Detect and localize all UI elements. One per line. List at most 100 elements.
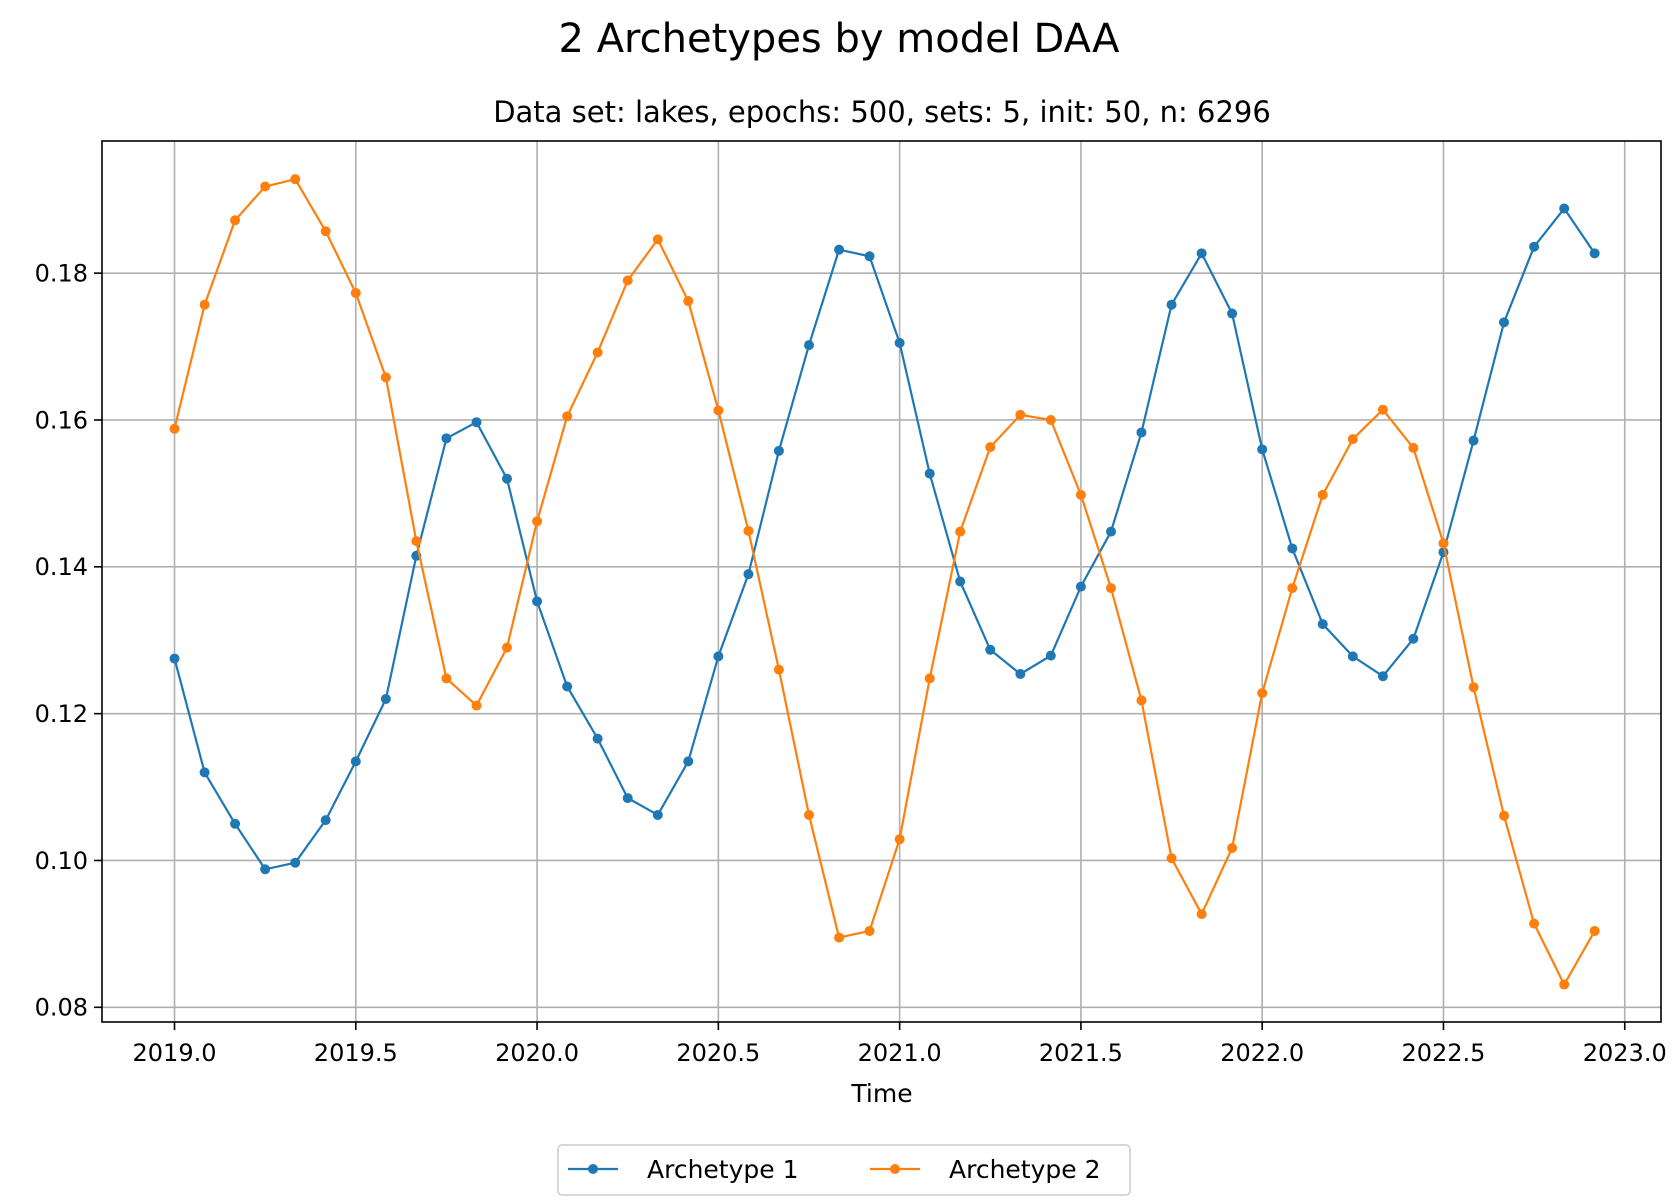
data-point <box>350 287 361 298</box>
x-tick-label: 2021.0 <box>858 1039 942 1067</box>
data-point <box>1529 241 1540 252</box>
data-point <box>592 733 603 744</box>
data-point <box>773 664 784 675</box>
x-tick-label: 2019.5 <box>314 1039 398 1067</box>
data-point <box>260 181 271 192</box>
legend-label: Archetype 2 <box>949 1155 1101 1184</box>
data-point <box>1438 538 1449 549</box>
x-tick-label: 2022.5 <box>1401 1039 1485 1067</box>
data-point <box>1317 619 1328 630</box>
data-point <box>320 226 331 237</box>
data-point <box>834 244 845 255</box>
data-point <box>1045 650 1056 661</box>
data-point <box>320 815 331 826</box>
data-point <box>894 337 905 348</box>
data-point <box>924 673 935 684</box>
data-point <box>985 644 996 655</box>
data-point <box>652 234 663 245</box>
plot-frame <box>101 140 1662 1023</box>
x-axis-label: Time <box>850 1079 912 1108</box>
data-point <box>1015 669 1026 679</box>
series-line <box>173 178 1596 986</box>
data-point <box>290 174 301 185</box>
data-point <box>1166 299 1177 310</box>
data-point <box>1106 583 1116 594</box>
data-point <box>1015 409 1026 420</box>
data-point <box>441 673 452 684</box>
data-point <box>1347 651 1358 662</box>
y-tick-label: 0.14 <box>35 553 88 581</box>
data-point <box>1529 918 1540 929</box>
data-point <box>260 864 271 875</box>
data-point <box>1589 248 1600 259</box>
data-point <box>1317 489 1328 500</box>
data-point <box>199 767 210 778</box>
data-point <box>1377 404 1388 415</box>
y-tick-label: 0.10 <box>35 847 88 875</box>
y-tick-label: 0.12 <box>35 700 88 728</box>
legend-swatch-marker <box>890 1164 900 1174</box>
data-point <box>1106 526 1116 537</box>
plot-series <box>169 174 1600 990</box>
legend-swatch-marker <box>588 1164 598 1174</box>
data-point <box>864 251 875 262</box>
data-point <box>713 405 724 416</box>
x-tick-label: 2023.0 <box>1583 1039 1667 1067</box>
data-point <box>230 215 241 226</box>
data-point <box>1347 434 1358 445</box>
data-point <box>532 516 543 527</box>
legend-frame <box>557 1144 1131 1196</box>
data-point <box>1408 633 1419 644</box>
data-point <box>1075 489 1086 500</box>
data-point <box>1377 671 1388 682</box>
data-point <box>743 525 754 536</box>
data-point <box>1136 695 1147 706</box>
data-point <box>622 275 633 286</box>
data-point <box>230 818 241 829</box>
data-point <box>411 536 422 547</box>
data-point <box>290 857 301 868</box>
x-tick-label: 2021.5 <box>1039 1039 1123 1067</box>
data-point <box>652 809 663 820</box>
data-point <box>683 756 694 767</box>
data-point <box>1589 925 1600 936</box>
data-point <box>169 653 180 664</box>
x-tick-label: 2022.0 <box>1220 1039 1304 1067</box>
chart-subtitle: Data set: lakes, epochs: 500, sets: 5, i… <box>493 95 1271 129</box>
data-point <box>803 340 814 351</box>
data-point <box>743 569 754 580</box>
y-tick-label: 0.16 <box>35 406 88 434</box>
data-point <box>471 417 482 428</box>
data-point <box>1045 414 1056 425</box>
data-point <box>1499 317 1510 328</box>
data-point <box>803 809 814 820</box>
legend: Archetype 1 Archetype 2 <box>557 1144 1131 1196</box>
data-point <box>1257 688 1268 699</box>
data-point <box>834 932 845 943</box>
data-point <box>1559 979 1570 990</box>
series-archetype-2 <box>169 174 1600 990</box>
legend-label: Archetype 1 <box>647 1155 799 1184</box>
axis-ticks: 2019.0 2019.5 2020.0 2020.5 2021.0 2021.5 2022… <box>35 260 1667 1067</box>
data-point <box>1287 543 1298 554</box>
data-point <box>1166 853 1177 864</box>
data-point <box>1227 843 1238 853</box>
x-tick-label: 2020.5 <box>676 1039 760 1067</box>
data-point <box>1196 248 1207 259</box>
data-point <box>894 834 905 845</box>
data-point <box>350 756 361 767</box>
data-point <box>471 700 482 711</box>
x-tick-label: 2019.0 <box>133 1039 217 1067</box>
data-point <box>1408 442 1419 453</box>
data-point <box>562 411 573 422</box>
data-point <box>1468 682 1479 693</box>
data-point <box>199 299 210 310</box>
data-point <box>622 793 633 804</box>
data-point <box>713 651 724 662</box>
data-point <box>501 642 512 653</box>
y-tick-label: 0.08 <box>35 994 88 1022</box>
data-point <box>562 681 573 692</box>
data-point <box>169 423 180 434</box>
data-point <box>864 925 875 936</box>
data-point <box>380 693 391 704</box>
